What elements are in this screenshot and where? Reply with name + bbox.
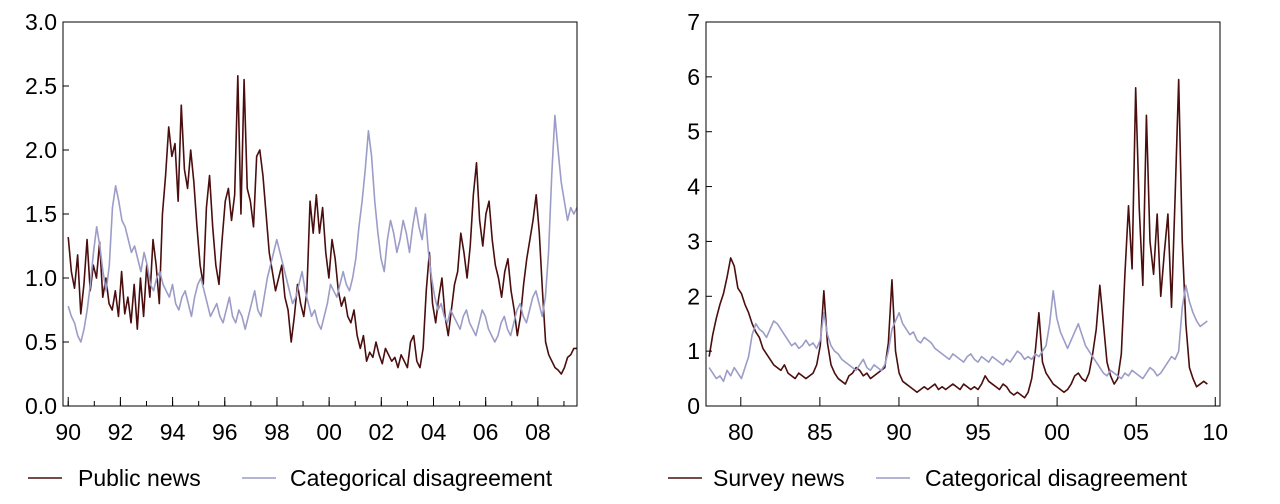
right-xtick-label: 95: [965, 419, 991, 445]
left-xtick-label: 08: [525, 419, 551, 445]
left-xtick-label: 00: [316, 419, 342, 445]
left-xtick-label: 90: [55, 419, 81, 445]
right-xtick-label: 90: [886, 419, 912, 445]
right-xtick-label: 80: [728, 419, 754, 445]
left-ytick-label: 1.0: [25, 265, 57, 291]
right-xtick-label: 10: [1202, 419, 1228, 445]
left-ytick-label: 0.5: [25, 329, 57, 355]
right-ytick-label: 7: [687, 9, 700, 35]
left-legend-label-disagreement: Categorical disagreement: [290, 465, 553, 491]
left-ytick-label: 3.0: [25, 9, 57, 35]
left-xtick-label: 92: [108, 419, 134, 445]
right-series-news-line: [708, 78, 1208, 399]
right-legend-label-disagreement: Categorical disagreement: [925, 465, 1188, 491]
right-ytick-label: 2: [687, 283, 700, 309]
left-ytick-label: 2.5: [25, 73, 57, 99]
left-xtick-label: 06: [473, 419, 499, 445]
right-ytick-label: 6: [687, 64, 700, 90]
left-ytick-label: 2.0: [25, 137, 57, 163]
right-ytick-label: 1: [687, 338, 700, 364]
chart-left: 0.0 0.5 1.0 1.5 2.0 2.5 3.0 90 92 94 96 98 00 02 04 06 0…: [25, 9, 578, 491]
left-series-disagreement-line: [67, 114, 578, 343]
left-ytick-label: 0.0: [25, 393, 57, 419]
left-xtick-label: 98: [264, 419, 290, 445]
right-ytick-label: 4: [687, 174, 700, 200]
right-xtick-label: 00: [1044, 419, 1070, 445]
left-plot-frame: [62, 21, 578, 407]
right-legend-label-news: Survey news: [713, 465, 845, 491]
right-xtick-label: 85: [807, 419, 833, 445]
right-ytick-label: 3: [687, 228, 700, 254]
left-xtick-label: 96: [212, 419, 238, 445]
chart-right: 0 1 2 3 4 5 6 7 80 85 90 95 00 05 10 Survey news Categor…: [668, 9, 1228, 491]
right-series-disagreement-line: [708, 284, 1208, 383]
left-ytick-label: 1.5: [25, 201, 57, 227]
right-ytick-label: 5: [687, 119, 700, 145]
left-xtick-label: 02: [369, 419, 395, 445]
left-xtick-label: 94: [160, 419, 186, 445]
right-ytick-label: 0: [687, 393, 700, 419]
left-xtick-label: 04: [421, 419, 447, 445]
right-plot-frame: [705, 21, 1221, 407]
right-xtick-label: 05: [1123, 419, 1149, 445]
left-series-news-line: [67, 74, 577, 375]
left-legend-label-news: Public news: [78, 465, 201, 491]
